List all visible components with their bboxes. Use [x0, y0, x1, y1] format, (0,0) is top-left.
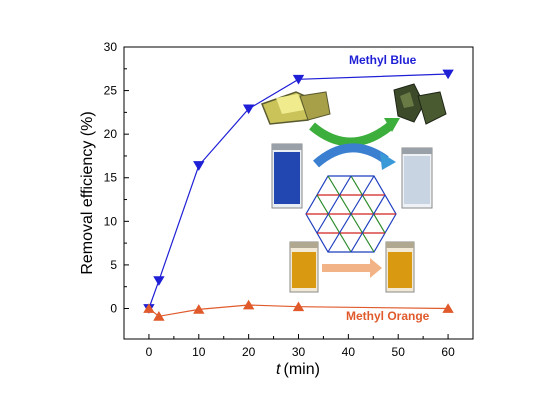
crystal-after-image — [393, 83, 447, 125]
x-tick-label: 40 — [342, 345, 356, 359]
y-tick-label: 20 — [104, 127, 118, 141]
y-tick-label: 15 — [104, 171, 118, 185]
y-tick-label: 5 — [110, 258, 117, 272]
x-axis-title: t (min) — [276, 361, 320, 378]
series-layer — [143, 69, 454, 321]
axis-ticks — [124, 46, 449, 339]
y-tick-label: 25 — [104, 84, 118, 98]
data-point-methyl-blue — [292, 74, 305, 85]
y-tick-label: 30 — [104, 40, 118, 54]
data-point-methyl-orange — [242, 299, 255, 310]
data-point-methyl-orange — [143, 303, 155, 313]
x-tick-label: 10 — [192, 345, 206, 359]
data-point-methyl-orange — [292, 301, 305, 312]
orange-arrow-icon — [322, 258, 382, 278]
series-label-methyl-orange: Methyl Orange — [346, 309, 430, 323]
data-point-methyl-orange — [193, 304, 205, 314]
x-tick-label: 60 — [441, 345, 455, 359]
x-tick-label: 30 — [292, 345, 306, 359]
data-point-methyl-orange — [442, 303, 454, 313]
x-tick-label: 0 — [146, 345, 153, 359]
data-point-methyl-blue — [442, 69, 454, 80]
vial-orange-before-image — [289, 241, 319, 293]
vial-blue-after-image — [401, 147, 433, 209]
data-point-methyl-blue — [242, 104, 255, 115]
inset-illustration — [261, 83, 447, 293]
green-arrow-icon — [309, 122, 393, 147]
series-line-methyl-blue — [148, 73, 449, 309]
data-point-methyl-orange — [153, 311, 165, 321]
vial-blue-before-image — [271, 143, 303, 209]
y-tick-labels: 0 5 10 15 20 25 30 — [104, 40, 118, 315]
y-axis-title: Removal efficiency (%) — [79, 111, 96, 274]
series-label-methyl-blue: Methyl Blue — [349, 53, 417, 67]
y-tick-label: 10 — [104, 214, 118, 228]
x-axis-variable: t — [276, 361, 281, 378]
x-tick-label: 20 — [242, 345, 256, 359]
data-point-methyl-blue — [153, 276, 165, 286]
blue-arrow-icon — [313, 143, 389, 168]
lattice-diagram — [305, 175, 397, 253]
x-tick-label: 50 — [392, 345, 406, 359]
vial-orange-after-image — [385, 241, 415, 293]
y-tick-label: 0 — [110, 301, 117, 315]
crystal-before-image — [261, 91, 331, 125]
data-point-methyl-blue — [193, 161, 205, 171]
x-tick-labels: 0 10 20 30 40 50 60 — [146, 345, 455, 359]
x-axis-unit: (min) — [284, 361, 320, 378]
